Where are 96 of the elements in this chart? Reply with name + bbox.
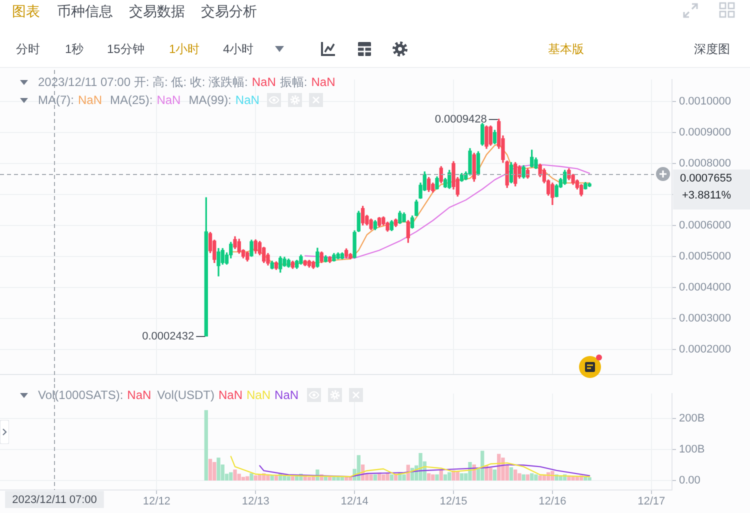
text: 交易数据: [129, 3, 185, 20]
bar: [286, 476, 290, 480]
bar: [216, 458, 220, 480]
text: +3.8811%: [682, 190, 732, 202]
annotation: NaN: [235, 93, 260, 107]
bar: [538, 475, 542, 480]
text: 基本版: [548, 42, 584, 57]
ref-line-label: 0.0007655: [680, 172, 732, 185]
bar: [460, 473, 464, 480]
y-tick-label: 0.0010000: [679, 95, 731, 108]
bar: [250, 473, 254, 480]
bar: [246, 476, 250, 480]
text: 分时: [16, 42, 40, 57]
annotation: NaN: [246, 388, 271, 402]
bar: [431, 474, 435, 480]
annotation: NaN: [78, 93, 102, 107]
bar: [418, 452, 422, 480]
y-tick-label: 100B: [679, 444, 705, 456]
bar: [204, 410, 208, 480]
x-tick-label: 12/17: [638, 496, 666, 508]
bar: [229, 472, 233, 480]
bar: [369, 474, 373, 480]
annotation: MA(7):: [38, 93, 74, 107]
y-tick-label: 0.0006000: [679, 219, 731, 232]
annotation: NaN: [156, 93, 181, 107]
y-tick-label: 0.0004000: [679, 282, 731, 294]
bar: [492, 469, 497, 480]
annotation: 振幅:: [280, 75, 308, 89]
y-tick-label: 0.0005000: [679, 250, 731, 263]
bar: [382, 474, 386, 480]
bar: [303, 476, 307, 480]
bar: [386, 473, 390, 480]
bar: [443, 474, 448, 480]
y-tick-label: 0.0003000: [679, 312, 731, 325]
bar: [571, 476, 575, 480]
text: 15分钟: [107, 42, 144, 57]
annotation: 2023/12/11 07:00 开: 高: 低: 收: 涨跌幅:: [38, 75, 248, 89]
bar: [311, 476, 316, 480]
bar: [212, 462, 216, 480]
annotation: 0.0002432: [142, 330, 194, 343]
bar: [488, 468, 492, 480]
bar: [208, 458, 212, 480]
y-tick-label: 0.00: [679, 474, 700, 487]
annotation: NaN: [274, 388, 299, 402]
bar: [588, 477, 592, 480]
bar: [518, 473, 522, 480]
bar: [241, 476, 246, 480]
x-tick-label: 12/16: [538, 496, 566, 508]
bar: [233, 469, 237, 480]
ref-line-label: 2023/12/11 07:00: [12, 494, 97, 506]
y-tick-label: 0.0002000: [679, 344, 731, 356]
bar: [509, 467, 514, 480]
bar: [270, 475, 274, 480]
y-tick-label: 200B: [679, 412, 705, 425]
annotation: NaN: [311, 75, 336, 89]
bar: [282, 475, 286, 480]
bar: [426, 473, 431, 480]
bar: [237, 474, 241, 480]
x-tick-label: 12/15: [440, 496, 468, 508]
annotation: NaN: [252, 75, 276, 89]
bar: [514, 469, 518, 480]
annotation: NaN: [127, 388, 152, 402]
bar: [435, 474, 439, 480]
bar: [290, 476, 295, 480]
y-tick-label: 0.0008000: [679, 157, 731, 170]
bar: [254, 475, 258, 480]
annotation: MA(25):: [110, 93, 153, 107]
text: 4小时: [223, 42, 254, 57]
y-tick-label: 0.0009000: [679, 126, 731, 138]
bar: [534, 474, 538, 480]
bar: [530, 473, 534, 480]
annotation: Vol(1000SATS):: [38, 388, 124, 402]
text: 图表: [12, 3, 40, 20]
bar: [373, 474, 377, 480]
annotation: NaN: [218, 388, 243, 402]
x-tick-label: 12/14: [340, 496, 368, 508]
text: 1小时: [169, 42, 200, 57]
bar: [390, 474, 394, 480]
x-tick-label: 12/12: [142, 496, 170, 508]
bar: [448, 472, 452, 480]
annotation: MA(99):: [188, 93, 232, 107]
bar: [402, 474, 406, 480]
x-tick-label: 12/13: [242, 496, 270, 508]
text: 交易分析: [201, 3, 257, 20]
text: 1秒: [65, 42, 84, 57]
text: 深度图: [694, 42, 730, 57]
bar: [332, 476, 336, 480]
bar: [526, 474, 530, 480]
bar: [307, 476, 312, 480]
bar: [328, 476, 332, 480]
bar: [522, 474, 526, 480]
text: 币种信息: [57, 3, 113, 20]
annotation: 0.0009428: [434, 114, 487, 126]
bar: [377, 474, 382, 480]
bar: [340, 476, 344, 480]
annotation: Vol(USDT): [157, 388, 215, 402]
